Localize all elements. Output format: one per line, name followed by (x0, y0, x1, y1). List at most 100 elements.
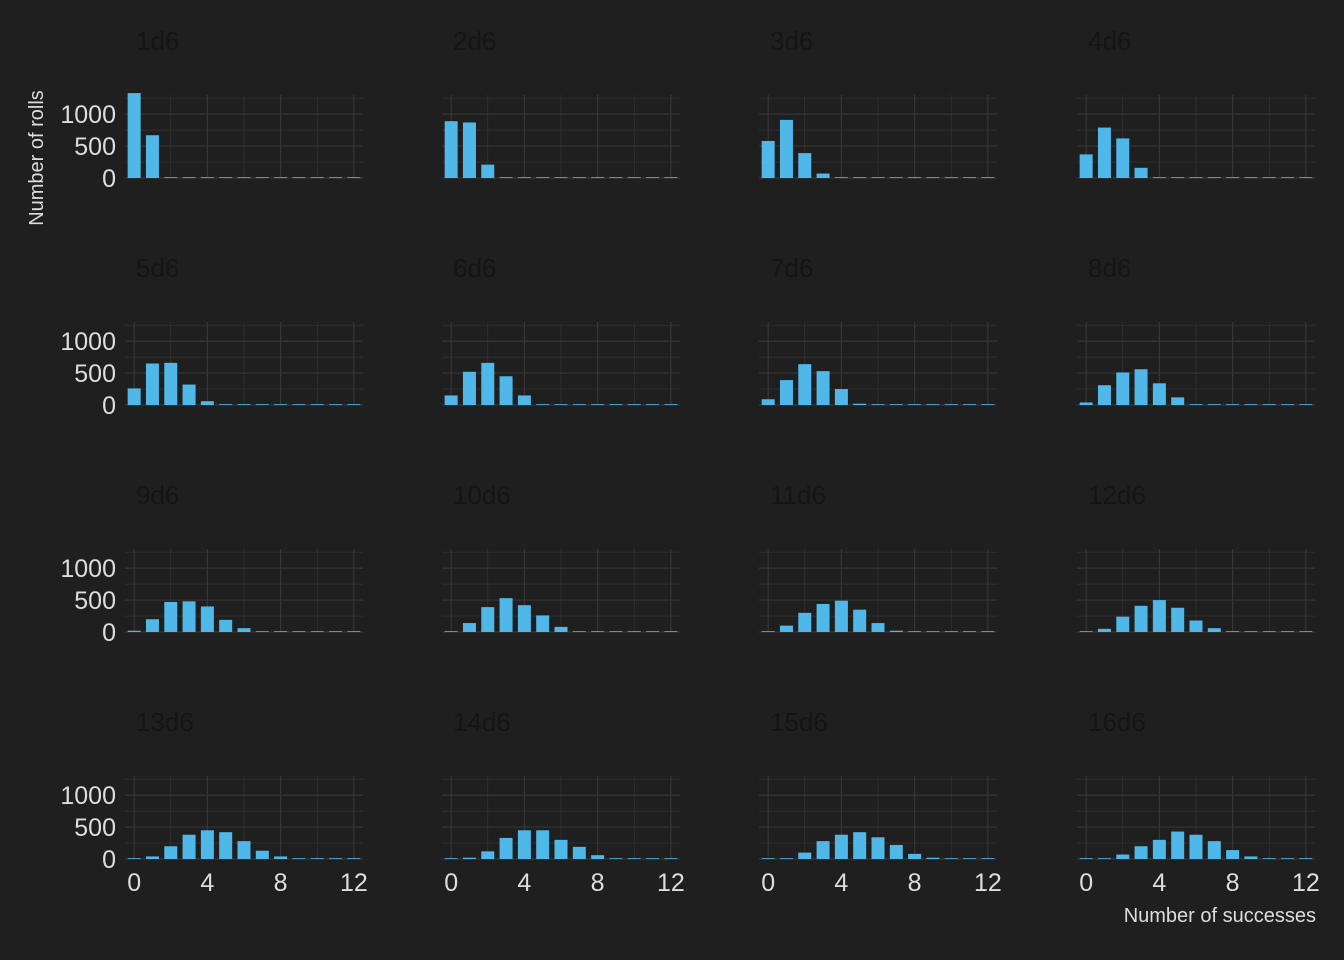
bar (834, 834, 848, 859)
y-tick-label: 1000 (60, 782, 116, 810)
bar (127, 388, 141, 405)
bar (219, 404, 233, 405)
facet-panel-16d6: 16d6 0 4 8 12 (1077, 707, 1320, 897)
bar (554, 177, 568, 178)
facet-title: 6d6 (453, 253, 496, 283)
y-tick-label: 500 (74, 360, 116, 388)
bar (329, 858, 343, 859)
bar (981, 177, 995, 178)
bar (1299, 404, 1313, 405)
bar (963, 858, 977, 859)
bar (1207, 177, 1221, 178)
bar (1097, 628, 1111, 632)
bar (347, 404, 361, 405)
x-tick-label: 8 (274, 869, 288, 897)
bar (1097, 127, 1111, 178)
bar (536, 404, 550, 405)
bar (1116, 372, 1130, 405)
bar (1226, 177, 1240, 178)
facet-panel-9d6: 9d6 0 500 1000 (60, 480, 363, 647)
bar (1171, 831, 1185, 859)
bar (200, 830, 214, 859)
bar (1116, 616, 1130, 632)
bar (664, 858, 678, 859)
bar (816, 173, 830, 178)
bar (761, 140, 775, 178)
bar (1226, 631, 1240, 632)
bar (646, 177, 660, 178)
bar (329, 177, 343, 178)
bar (779, 380, 793, 405)
bar (462, 623, 476, 632)
bar (908, 631, 922, 632)
bar (981, 631, 995, 632)
bar (310, 404, 324, 405)
bar (292, 404, 306, 405)
bar (572, 404, 586, 405)
bar (237, 841, 251, 859)
bar (871, 177, 885, 178)
facet-panel-11d6: 11d6 (759, 480, 997, 633)
bar (853, 177, 867, 178)
bar (145, 363, 159, 405)
x-tick-label: 0 (1079, 869, 1093, 897)
bar (1097, 385, 1111, 405)
facet-title: 7d6 (770, 253, 813, 283)
bar (1207, 841, 1221, 859)
bar (182, 384, 196, 405)
x-tick-label: 8 (908, 869, 922, 897)
bar (200, 177, 214, 178)
facet-panel-4d6: 4d6 (1077, 26, 1315, 179)
bar (834, 389, 848, 405)
bar (1116, 138, 1130, 178)
bar (1189, 177, 1203, 178)
bar (200, 606, 214, 632)
bar (609, 177, 623, 178)
bar (274, 177, 288, 178)
x-tick-label: 0 (127, 869, 141, 897)
facet-title: 14d6 (453, 707, 511, 737)
bar (591, 855, 605, 859)
bar (779, 858, 793, 859)
bar (1281, 404, 1295, 405)
x-tick-label: 8 (1226, 869, 1240, 897)
bar (444, 631, 458, 632)
bar (444, 395, 458, 405)
bar (347, 631, 361, 632)
bar (572, 177, 586, 178)
bar (1079, 631, 1093, 632)
bar (1299, 631, 1313, 632)
bar (536, 615, 550, 632)
bar (871, 404, 885, 405)
bar (944, 177, 958, 178)
bar (517, 395, 531, 405)
facet-panel-2d6: 2d6 (442, 26, 680, 179)
bar (963, 404, 977, 405)
bar (591, 404, 605, 405)
bar (554, 839, 568, 859)
bar (627, 858, 641, 859)
facet-title: 11d6 (770, 480, 826, 510)
y-axis-title: Number of rolls (26, 90, 48, 226)
bar (517, 605, 531, 632)
x-tick-label: 0 (761, 869, 775, 897)
bar (908, 853, 922, 859)
bar (219, 832, 233, 859)
bar (963, 631, 977, 632)
x-tick-label: 4 (834, 869, 848, 897)
bar (664, 177, 678, 178)
bar (572, 846, 586, 859)
bar (499, 598, 513, 632)
bar (1226, 404, 1240, 405)
bar (908, 177, 922, 178)
y-tick-label: 0 (102, 165, 116, 193)
bar (481, 851, 495, 859)
bar (591, 631, 605, 632)
bar (1244, 177, 1258, 178)
bar (255, 404, 269, 405)
bar (1262, 858, 1276, 859)
bar (853, 609, 867, 632)
bar (1281, 177, 1295, 178)
